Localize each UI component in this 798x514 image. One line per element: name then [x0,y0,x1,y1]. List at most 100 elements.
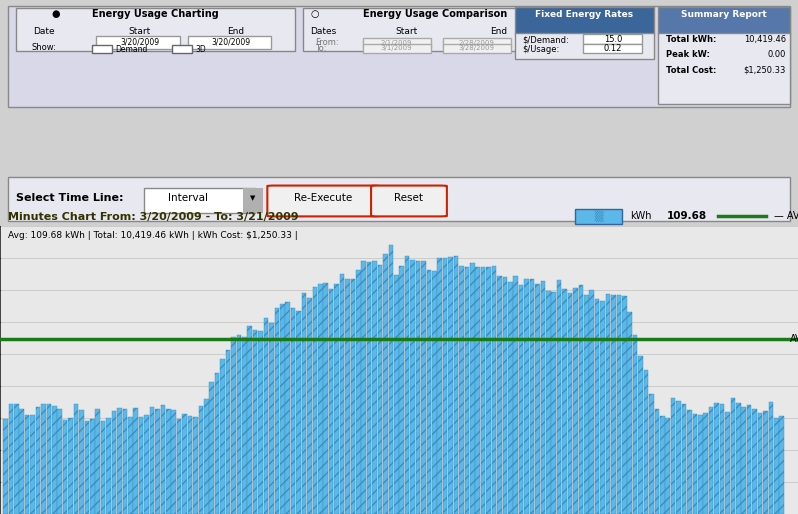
Bar [649,394,654,514]
Bar [763,411,768,514]
Bar [400,266,404,514]
Text: Summary Report: Summary Report [681,10,767,19]
Bar [106,418,111,514]
Text: ▼: ▼ [251,195,255,201]
Text: Reset: Reset [394,193,423,203]
Bar [687,410,692,514]
FancyBboxPatch shape [144,188,255,213]
Bar [367,262,371,514]
Text: 3/20/2009: 3/20/2009 [120,38,160,47]
Text: 10,419.46: 10,419.46 [744,35,786,44]
FancyBboxPatch shape [583,44,642,53]
Bar [383,254,388,514]
Bar [508,282,512,514]
Bar [432,271,437,514]
Bar [757,413,762,514]
Bar [464,267,469,514]
Bar [133,408,138,514]
Bar [85,421,89,514]
Bar [199,406,203,514]
Bar [530,279,535,514]
Text: — AVG: — AVG [774,211,798,222]
Bar [139,417,144,514]
Bar [166,409,171,514]
Bar [356,270,361,514]
Text: ○: ○ [311,9,319,19]
Bar [30,415,35,514]
Bar [372,261,377,514]
Bar [557,280,562,514]
Text: AVG: AVG [790,334,798,344]
Bar [437,258,442,514]
FancyBboxPatch shape [16,8,295,51]
Text: Peak kW:: Peak kW: [666,50,710,59]
Bar [19,409,24,514]
Bar [573,288,578,514]
Bar [567,293,572,514]
Bar [753,409,757,514]
Bar [318,284,322,514]
Bar [666,417,670,514]
Text: Dates: Dates [310,27,336,36]
Bar [780,416,784,514]
Bar [117,408,122,514]
Bar [654,409,659,514]
Text: Total Cost:: Total Cost: [666,66,717,75]
Bar [69,418,73,514]
Bar [307,298,312,514]
Bar [14,404,18,514]
Bar [123,409,127,514]
Bar [253,330,258,514]
FancyBboxPatch shape [575,209,622,224]
Bar [519,285,523,514]
Bar [492,266,496,514]
Bar [101,421,105,514]
Bar [774,418,779,514]
Bar [296,310,301,514]
Bar [476,267,480,514]
Bar [703,413,708,514]
Text: $/Demand:: $/Demand: [523,35,570,44]
Bar [747,406,752,514]
Bar [275,307,279,514]
Bar [524,280,529,514]
Text: Total kWh:: Total kWh: [666,35,717,44]
Text: 3/1/2009: 3/1/2009 [381,45,413,51]
Bar [313,287,317,514]
Bar [302,293,306,514]
Bar [481,267,485,514]
Bar [503,277,508,514]
Text: 2/28/2009: 2/28/2009 [459,40,494,46]
Bar [247,326,252,514]
Bar [377,265,382,514]
FancyBboxPatch shape [443,39,511,47]
Bar [41,404,45,514]
Bar [579,285,583,514]
Bar [329,289,334,514]
Bar [323,283,328,514]
Bar [96,409,100,514]
Bar [112,411,117,514]
Bar [345,280,350,514]
Text: From:: From: [315,39,339,47]
Bar [622,296,626,514]
Bar [204,399,208,514]
FancyBboxPatch shape [8,6,790,107]
FancyBboxPatch shape [96,36,180,49]
Bar [215,373,219,514]
Bar [280,304,285,514]
Bar [611,296,616,514]
Bar [563,289,567,514]
Bar [269,323,274,514]
Bar [627,312,632,514]
Bar [709,407,713,514]
Bar [144,415,149,514]
Bar [730,398,735,514]
Text: Start: Start [128,27,151,36]
Bar [57,409,62,514]
Text: Demand: Demand [116,45,148,53]
Bar [633,335,638,514]
Bar [340,274,344,514]
Bar [410,260,415,514]
Bar [25,415,30,514]
